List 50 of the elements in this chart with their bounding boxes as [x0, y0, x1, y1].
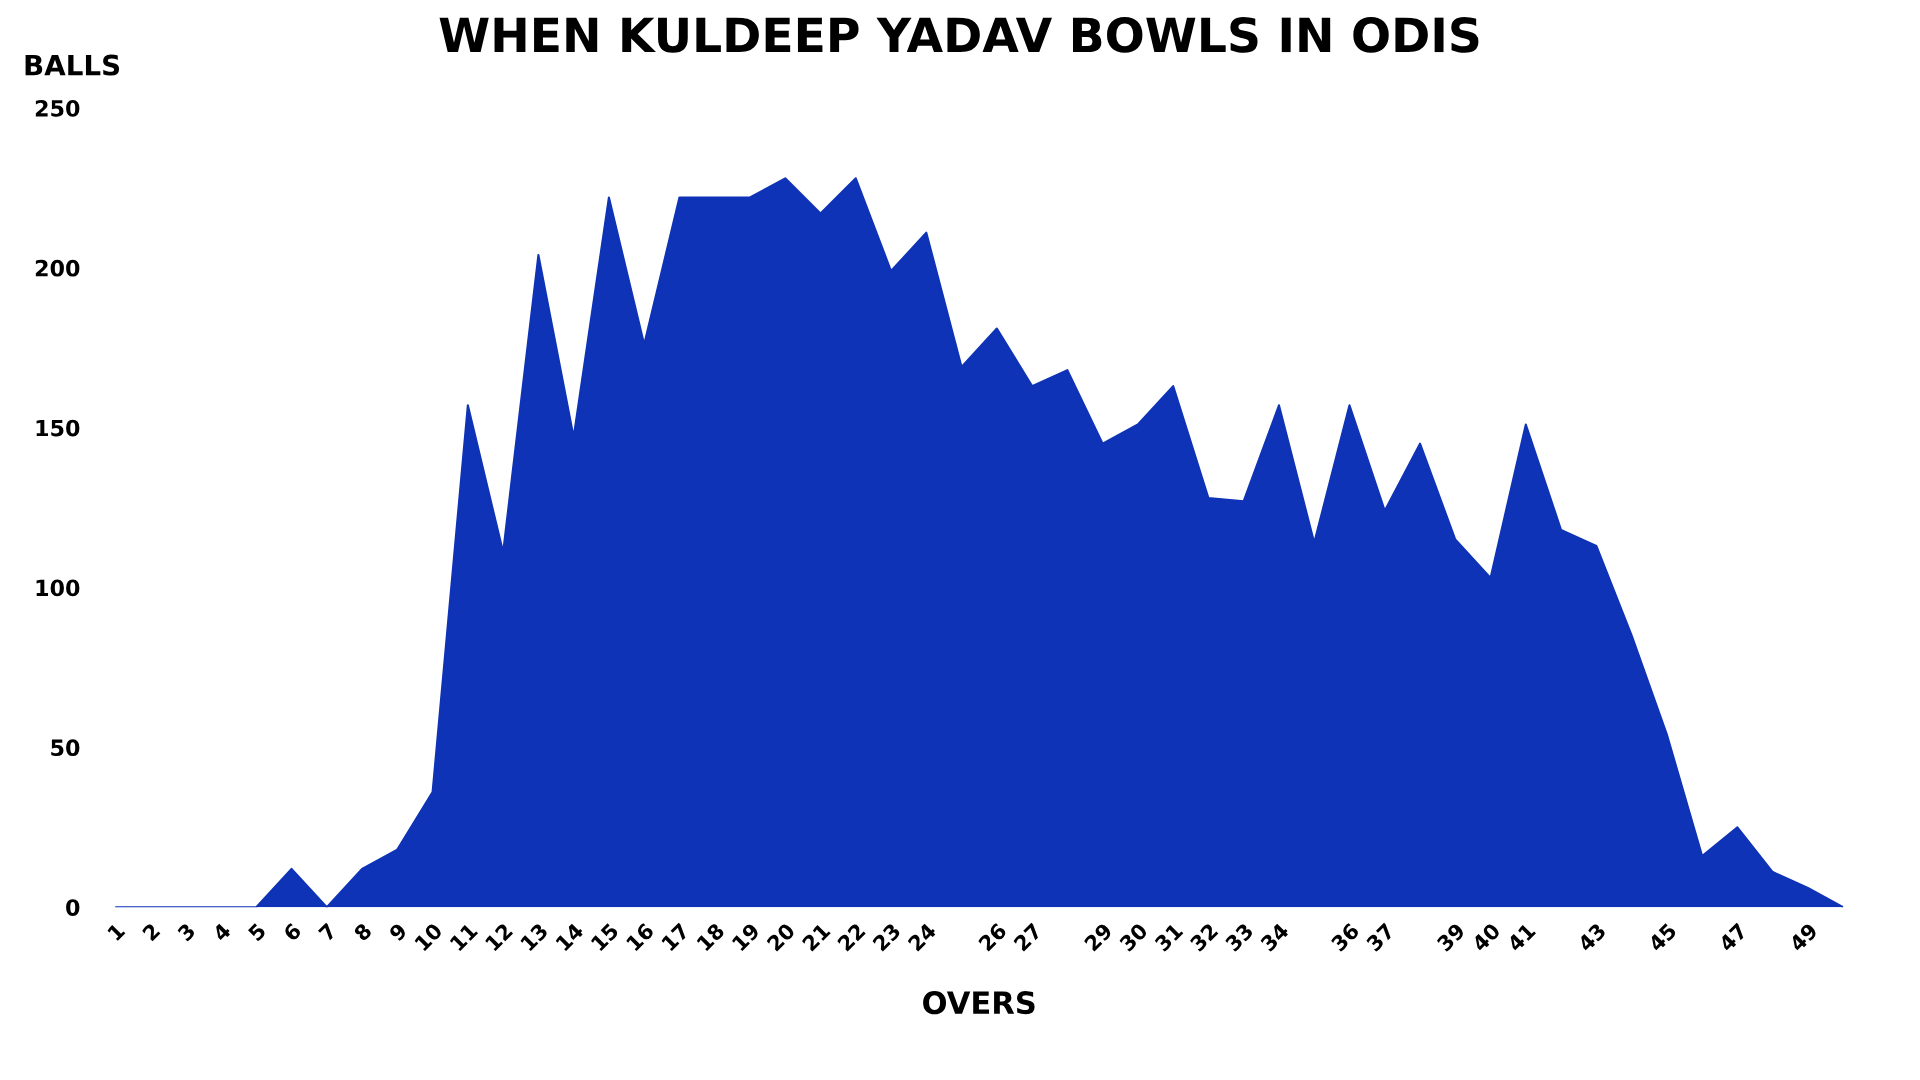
- x-tick-label: 39: [1436, 922, 1466, 953]
- x-tick-label: 17: [661, 922, 690, 952]
- x-tick-label: 18: [696, 922, 726, 952]
- x-tick-label: 9: [388, 922, 408, 942]
- x-tick-label: 45: [1647, 922, 1678, 953]
- x-tick-label: 30: [1118, 922, 1149, 953]
- x-tick-label: 33: [1224, 922, 1254, 953]
- x-tick-label: 21: [801, 922, 831, 952]
- x-tick-label: 32: [1189, 922, 1219, 953]
- x-tick-label: 6: [282, 922, 303, 942]
- x-tick-label: 22: [836, 922, 866, 952]
- x-tick-label: 36: [1330, 922, 1361, 953]
- y-tick-label: 0: [66, 899, 80, 916]
- x-tick-label: 31: [1153, 922, 1184, 953]
- x-tick-label: 16: [625, 922, 655, 952]
- x-tick-label: 2: [141, 922, 161, 942]
- x-tick-label: 19: [731, 922, 761, 952]
- x-axis-title: OVERS: [923, 991, 1035, 1015]
- x-tick-label: 24: [907, 922, 937, 952]
- x-tick-label: 26: [977, 922, 1008, 952]
- x-tick-label: 20: [766, 922, 796, 952]
- x-tick-label: 5: [247, 922, 267, 942]
- x-tick-label: 27: [1013, 922, 1043, 952]
- x-tick-label: 47: [1718, 922, 1748, 953]
- x-tick-label: 49: [1788, 922, 1819, 953]
- x-tick-label: 37: [1365, 922, 1395, 953]
- x-tick-label: 15: [590, 922, 620, 952]
- x-tick-label: 14: [555, 922, 585, 952]
- x-tick-label: 8: [352, 922, 373, 942]
- x-tick-label: 10: [414, 922, 444, 952]
- y-tick-label: 200: [35, 259, 80, 277]
- y-tick-label: 150: [36, 419, 80, 437]
- x-tick-label: 34: [1259, 922, 1290, 953]
- chart-title: WHEN KULDEEP YADAV BOWLS IN ODIS: [439, 17, 1479, 53]
- x-tick-label: 12: [484, 922, 514, 952]
- x-tick-label: 11: [449, 922, 479, 952]
- x-tick-label: 13: [519, 922, 549, 952]
- x-tick-label: 43: [1576, 922, 1607, 953]
- x-tick-label: 40: [1470, 922, 1502, 953]
- y-tick-label: 50: [51, 739, 80, 757]
- y-tick-label: 100: [36, 579, 80, 597]
- x-tick-label: 3: [176, 922, 196, 942]
- x-tick-label: 23: [871, 922, 902, 952]
- x-tick-label: 4: [211, 922, 232, 942]
- x-tick-label: 7: [317, 922, 337, 942]
- y-tick-label: 250: [35, 99, 80, 117]
- x-tick-label: 29: [1083, 922, 1114, 952]
- x-tick-label: 41: [1506, 922, 1536, 953]
- y-axis-title: BALLS: [25, 54, 120, 76]
- x-tick-label: 1: [107, 922, 126, 941]
